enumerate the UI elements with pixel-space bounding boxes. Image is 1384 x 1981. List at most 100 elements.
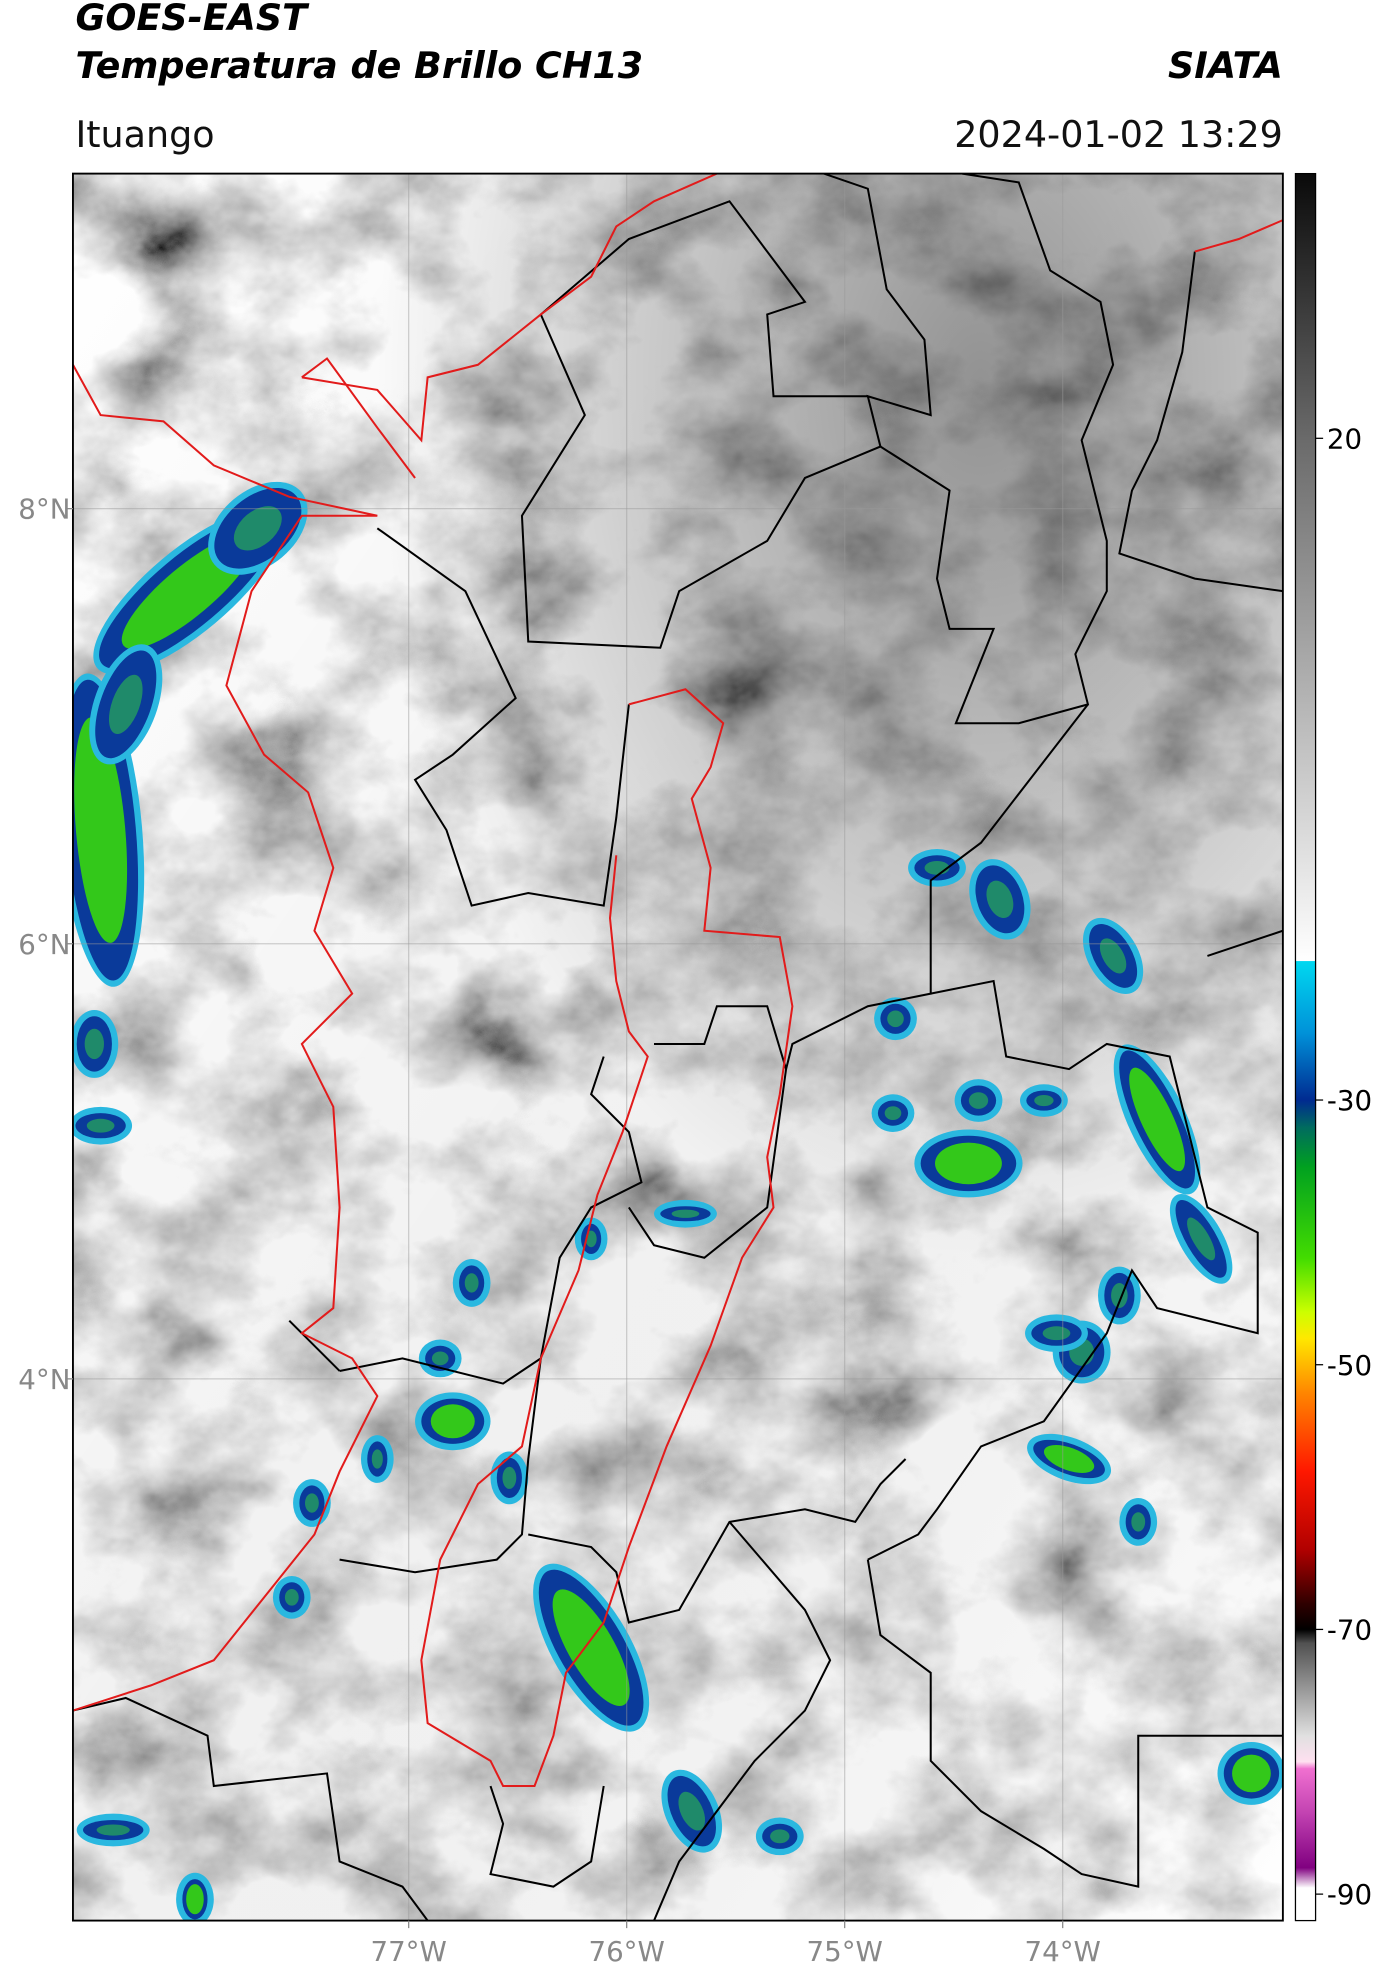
colorbar-segment bbox=[1295, 1470, 1316, 1551]
cloud-inner bbox=[284, 1589, 299, 1606]
cloud-inner bbox=[671, 1209, 700, 1218]
colorbar-segment bbox=[1295, 1100, 1316, 1128]
border bbox=[866, 1559, 1283, 1888]
border bbox=[1207, 929, 1283, 957]
cloud-inner bbox=[1187, 1217, 1216, 1261]
coastline bbox=[301, 357, 416, 479]
cloud-inner bbox=[464, 1273, 479, 1293]
subtitle: Temperatura de Brillo CH13 bbox=[75, 44, 643, 87]
colorbar-tick-label: -70 bbox=[1327, 1613, 1372, 1646]
cloud-inner bbox=[770, 1829, 790, 1844]
colorbar-tick-label: -30 bbox=[1327, 1084, 1372, 1117]
colorbar-segment bbox=[1295, 1602, 1316, 1630]
border bbox=[489, 1785, 605, 1888]
colorbar-tick-label: -50 bbox=[1327, 1349, 1372, 1382]
border bbox=[376, 527, 630, 907]
cloud-inner bbox=[986, 880, 1014, 919]
red-outlines bbox=[72, 173, 1283, 1788]
cloud-inner bbox=[884, 1106, 902, 1121]
cloud-inner bbox=[371, 1449, 383, 1469]
colorbar-segment bbox=[1295, 702, 1316, 962]
cloud-inner bbox=[108, 674, 143, 734]
colorbar-tick-label: 20 bbox=[1327, 422, 1362, 455]
cloud-inner bbox=[502, 1466, 517, 1489]
borders bbox=[72, 173, 1283, 1921]
colorbar-segment bbox=[1295, 1033, 1316, 1101]
axes: 77°W 76°W 75°W 74°W 8°N 6°N 4°N bbox=[18, 493, 1101, 1968]
colorbar-segment bbox=[1295, 1311, 1316, 1339]
border bbox=[339, 1056, 643, 1385]
cloud-inner bbox=[431, 1351, 449, 1366]
cloud-core bbox=[1043, 1445, 1095, 1473]
cloud-inner bbox=[1042, 1326, 1071, 1341]
colorbar-segment bbox=[1295, 1768, 1316, 1816]
cloud-core bbox=[74, 717, 128, 943]
border bbox=[288, 1319, 341, 1372]
colorbar-segment bbox=[1295, 1258, 1316, 1313]
cloud-core bbox=[430, 1404, 475, 1439]
cloud-inner bbox=[1131, 1512, 1146, 1532]
source: SIATA bbox=[1168, 44, 1283, 87]
cloud-inner bbox=[233, 506, 282, 551]
x-tick-label: 74°W bbox=[1025, 1935, 1101, 1968]
colorbar-segment bbox=[1295, 1887, 1316, 1922]
colorbar-tick-label: -90 bbox=[1327, 1878, 1372, 1911]
region-outline bbox=[420, 688, 794, 1788]
colorbar-segment bbox=[1295, 1126, 1316, 1167]
colorbar: 20 -30 -50 -70 -90 bbox=[1294, 172, 1372, 1922]
cloud-inner bbox=[887, 1010, 904, 1028]
cloud-inner bbox=[1099, 938, 1127, 974]
coastline bbox=[72, 364, 379, 1712]
border bbox=[528, 1458, 907, 1624]
border bbox=[628, 1005, 788, 1259]
border bbox=[1118, 251, 1283, 593]
cloud-inner bbox=[96, 1824, 130, 1836]
colorbar-segment bbox=[1295, 1867, 1316, 1889]
colorbar-segment bbox=[1295, 438, 1316, 704]
colorbar-segment bbox=[1295, 1629, 1316, 1644]
x-tick-label: 75°W bbox=[807, 1935, 883, 1968]
colorbar-segment bbox=[1295, 1761, 1316, 1769]
border bbox=[339, 1358, 542, 1574]
cold-clouds bbox=[72, 481, 1283, 1921]
cloud-inner bbox=[968, 1092, 989, 1109]
border bbox=[72, 1696, 429, 1921]
colorbar-segment bbox=[1295, 961, 1316, 1035]
timestamp: 2024-01-02 13:29 bbox=[954, 113, 1283, 156]
border bbox=[653, 1521, 832, 1921]
colorbar-segment bbox=[1295, 1814, 1316, 1869]
colorbar-segment bbox=[1295, 305, 1316, 439]
y-tick-label: 4°N bbox=[18, 1363, 70, 1396]
shade bbox=[72, 173, 1283, 1921]
cloud-inner bbox=[924, 860, 950, 875]
cloud-core bbox=[934, 1142, 1002, 1185]
colorbar-segment bbox=[1295, 173, 1316, 307]
colorbar-segment bbox=[1295, 1550, 1316, 1604]
cloud-core bbox=[552, 1589, 630, 1706]
cloud-core bbox=[1232, 1754, 1271, 1793]
cloud-inner bbox=[86, 1118, 115, 1133]
cloud-inner bbox=[678, 1791, 706, 1831]
location: Ituango bbox=[75, 113, 214, 156]
colorbar-segment bbox=[1295, 1642, 1316, 1736]
cloud-inner bbox=[304, 1493, 319, 1513]
colorbar-segment bbox=[1295, 1391, 1316, 1472]
x-tick-label: 76°W bbox=[588, 1935, 664, 1968]
colorbar-segment bbox=[1295, 1166, 1316, 1260]
coastline bbox=[301, 173, 718, 443]
cloud-core bbox=[186, 1884, 204, 1915]
y-tick-label: 8°N bbox=[18, 493, 70, 526]
colorbar-segment bbox=[1295, 1338, 1316, 1392]
border bbox=[867, 979, 1259, 1561]
border bbox=[520, 173, 1115, 725]
x-tick-label: 77°W bbox=[370, 1935, 446, 1968]
colorbar-segment bbox=[1295, 1735, 1316, 1763]
colorbar-frame bbox=[1294, 172, 1317, 1922]
map-frame bbox=[72, 172, 1284, 1922]
cloud-inner bbox=[84, 1028, 105, 1060]
y-tick-label: 6°N bbox=[18, 928, 70, 961]
cloud-core bbox=[1129, 1067, 1186, 1172]
border bbox=[540, 200, 868, 398]
